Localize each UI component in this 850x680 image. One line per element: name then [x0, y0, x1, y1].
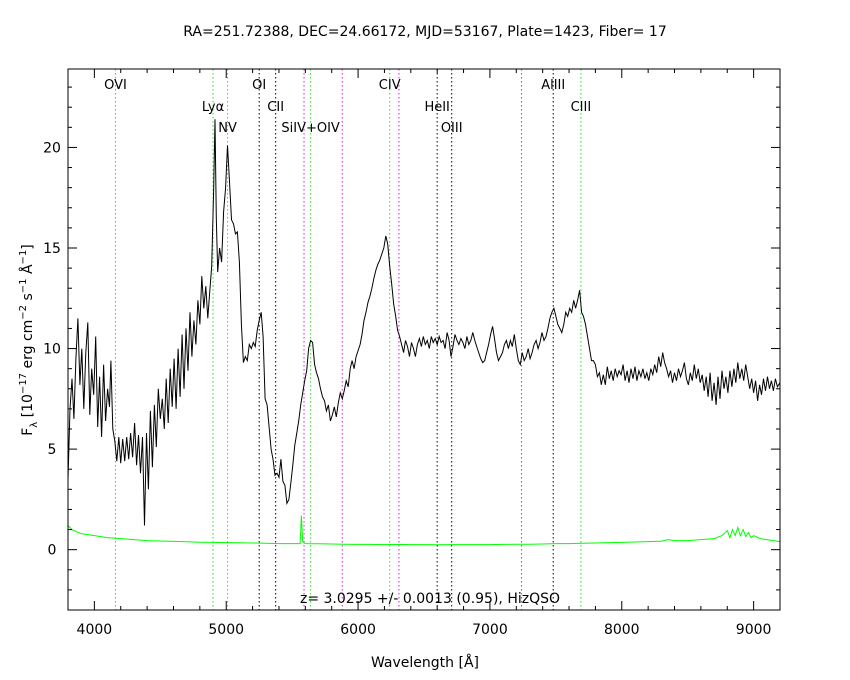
y-label-part-c: s	[20, 293, 36, 305]
emission-line-label: HeII	[424, 100, 449, 115]
y-label-part-b: erg cm	[20, 320, 36, 373]
emission-line-label: OI	[252, 78, 266, 93]
plot-frame	[67, 68, 781, 611]
y-label-part-d: Å	[19, 264, 36, 278]
emission-line-label: Lyα	[202, 100, 224, 115]
y-tick-label: 5	[48, 442, 57, 458]
y-label-main: F	[20, 428, 36, 436]
emission-line-label: CIV	[379, 78, 401, 93]
flux-spectrum-line	[67, 119, 781, 526]
y-tick-label: 15	[43, 241, 61, 257]
y-label-exp3: −1	[18, 278, 29, 293]
x-tick-label: 7000	[472, 622, 508, 638]
error-spectrum-line	[67, 515, 781, 546]
y-label-exp4: −1	[18, 250, 29, 265]
y-label-part-e: ]	[20, 244, 36, 249]
y-axis-label: Fλ [10−17 erg cm−2 s−1 Å−1]	[18, 244, 40, 436]
x-tick-label: 4000	[77, 622, 113, 638]
y-axis: 0 5 10 15 20	[43, 86, 780, 591]
emission-line-label: OVI	[104, 78, 127, 93]
y-label-exp1: −17	[18, 373, 29, 394]
y-tick-label: 10	[43, 342, 61, 358]
y-label-part-a: [10	[20, 394, 36, 422]
emission-line-label: CIII	[571, 100, 592, 115]
x-tick-label: 8000	[604, 622, 640, 638]
x-tick-label: 5000	[208, 622, 244, 638]
emission-line-label: OIII	[441, 121, 463, 136]
chart-title: RA=251.72388, DEC=24.66172, MJD=53167, P…	[183, 24, 667, 40]
emission-line-label: NV	[218, 121, 237, 136]
emission-line-label: AlIII	[541, 78, 565, 93]
y-label-sub: λ	[29, 422, 40, 428]
emission-line-label: CII	[267, 100, 284, 115]
plot-area	[67, 119, 781, 546]
x-axis: 4000 5000 6000 7000 8000 9000	[67, 69, 781, 638]
y-label-exp2: −2	[18, 305, 29, 320]
y-tick-label: 0	[48, 543, 57, 559]
emission-line-label: SiIV+OIV	[281, 121, 340, 136]
redshift-annotation: z= 3.0295 +/- 0.0013 (0.95), HizQSO	[300, 591, 560, 607]
x-tick-label: 6000	[340, 622, 376, 638]
x-tick-label: 9000	[736, 622, 772, 638]
x-axis-label: Wavelength [Å]	[371, 654, 479, 671]
y-tick-label: 20	[43, 140, 61, 156]
